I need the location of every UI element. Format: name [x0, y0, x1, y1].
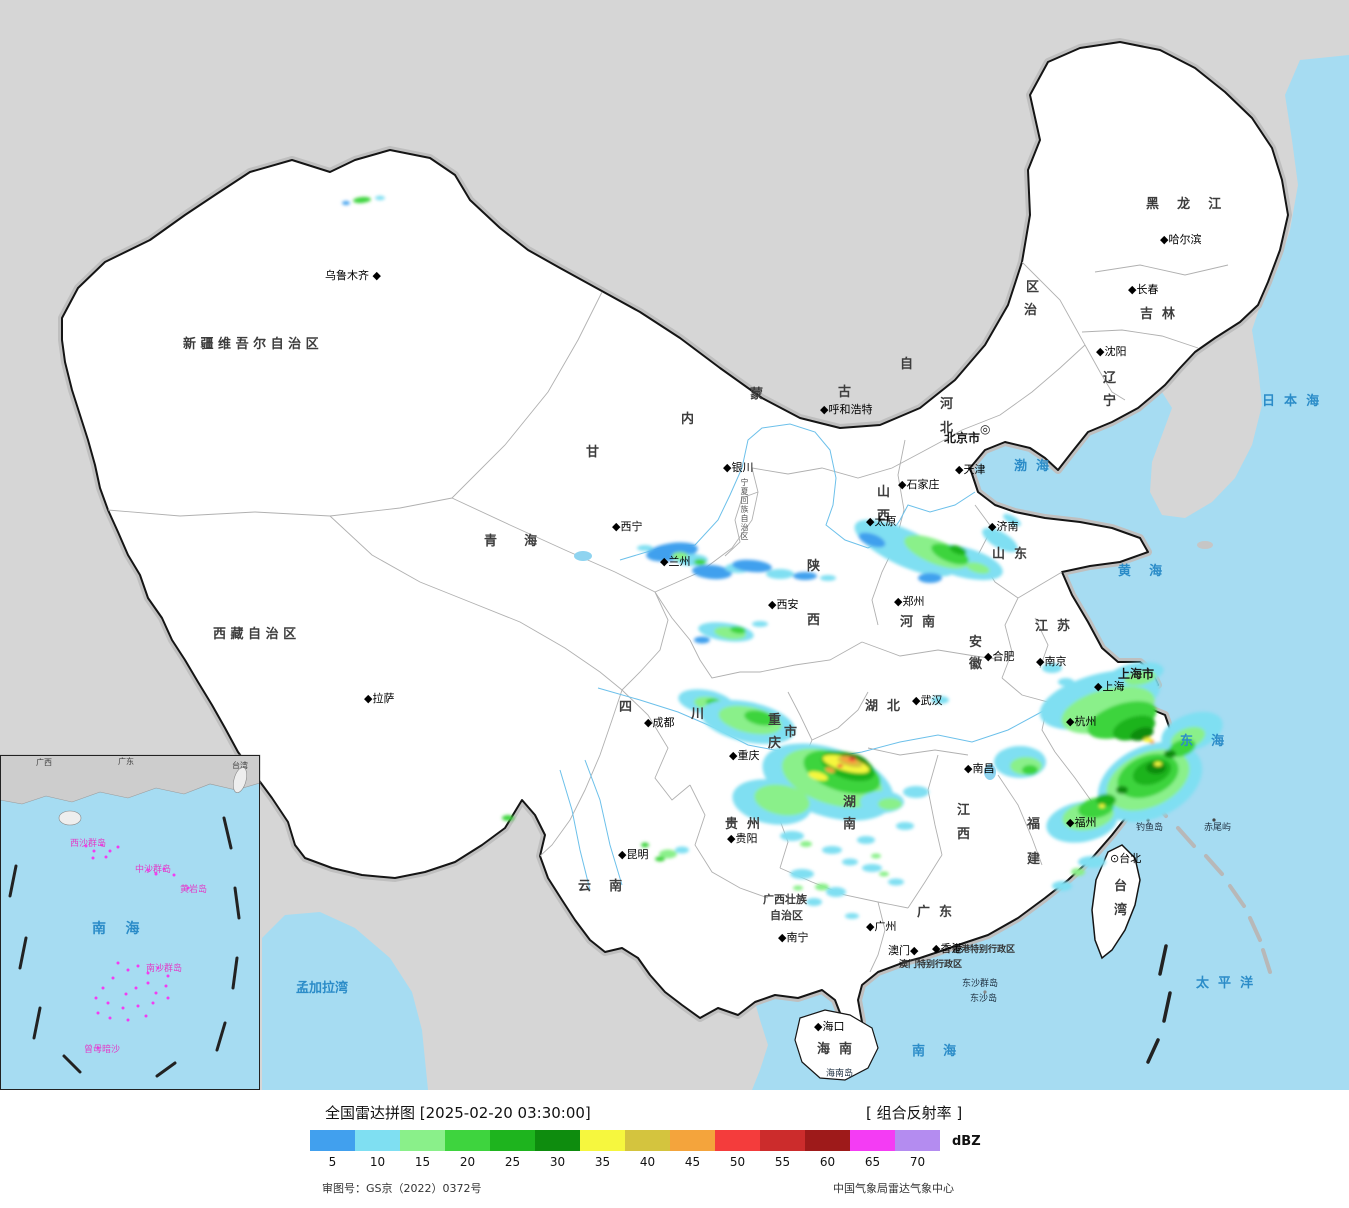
legend-panel: 全国雷达拼图 [2025-02-20 03:30:00] [ 组合反射率 ] 5… — [0, 1090, 1349, 1208]
legend-swatch — [760, 1130, 805, 1151]
legend-cell: 45 — [670, 1130, 715, 1169]
legend-tick-label: 15 — [414, 1155, 431, 1169]
boundary-dashes — [1146, 944, 1172, 1064]
legend-tick-label: 70 — [909, 1155, 926, 1169]
inset-map — [0, 754, 261, 1090]
hainan-island — [794, 1009, 879, 1081]
dbz-unit-label: dBZ — [952, 1134, 981, 1149]
jeju-island — [1197, 541, 1213, 549]
product-label: [ 组合反射率 ] — [866, 1104, 963, 1122]
inset-border — [0, 755, 260, 1090]
inset-land — [0, 754, 261, 805]
map-approval-number: 审图号：GS京（2022）0372号 — [322, 1182, 482, 1195]
legend-cell: 15 — [400, 1130, 445, 1169]
legend-tick-label: 35 — [594, 1155, 611, 1169]
inset-island-specks — [84, 843, 190, 1050]
legend-swatch — [535, 1130, 580, 1151]
legend-swatch — [625, 1130, 670, 1151]
chiwei-dot — [1212, 818, 1216, 822]
legend-tick-label: 20 — [459, 1155, 476, 1169]
credit-label: 中国气象局雷达气象中心 — [833, 1182, 954, 1195]
legend-swatch — [715, 1130, 760, 1151]
radar-map-svg — [0, 0, 1349, 1090]
legend-swatch — [895, 1130, 940, 1151]
legend-cell: 50 — [715, 1130, 760, 1169]
legend-cell: 35 — [580, 1130, 625, 1169]
mosaic-title: 全国雷达拼图 [2025-02-20 03:30:00] — [325, 1104, 591, 1122]
legend-swatch — [805, 1130, 850, 1151]
legend-tick-label: 5 — [328, 1155, 337, 1169]
inset-boundary-dashes — [8, 816, 241, 1078]
color-scale-bar: 5 10 15 20 25 30 35 40 — [310, 1130, 940, 1169]
legend-swatch — [490, 1130, 535, 1151]
legend-cell: 60 — [805, 1130, 850, 1169]
taiwan-island — [1091, 844, 1141, 960]
legend-swatch — [670, 1130, 715, 1151]
legend-tick-label: 40 — [639, 1155, 656, 1169]
legend-cell: 10 — [355, 1130, 400, 1169]
legend-cell: 25 — [490, 1130, 535, 1169]
legend-swatch — [580, 1130, 625, 1151]
islands — [794, 541, 1272, 1081]
bay-of-bengal — [262, 912, 428, 1090]
legend-tick-label: 55 — [774, 1155, 791, 1169]
legend-tick-label: 60 — [819, 1155, 836, 1169]
legend-tick-label: 45 — [684, 1155, 701, 1169]
legend-tick-label: 30 — [549, 1155, 566, 1169]
legend-cell: 5 — [310, 1130, 355, 1169]
legend-cell: 65 — [850, 1130, 895, 1169]
legend-tick-label: 25 — [504, 1155, 521, 1169]
sea-regions — [262, 55, 1349, 1090]
legend-tick-label: 10 — [369, 1155, 386, 1169]
legend-swatch — [355, 1130, 400, 1151]
inset-taiwan — [232, 767, 248, 793]
legend-tick-label: 65 — [864, 1155, 881, 1169]
legend-swatch — [400, 1130, 445, 1151]
legend-swatch — [445, 1130, 490, 1151]
legend-cell: 55 — [760, 1130, 805, 1169]
inset-hainan — [58, 810, 82, 826]
legend-cell: 70 — [895, 1130, 940, 1169]
legend-cell: 30 — [535, 1130, 580, 1169]
radar-echoes — [342, 195, 1223, 919]
dongsha-dot — [983, 990, 987, 994]
legend-swatch — [310, 1130, 355, 1151]
legend-cell: 20 — [445, 1130, 490, 1169]
legend-tick-label: 50 — [729, 1155, 746, 1169]
legend-swatch — [850, 1130, 895, 1151]
map-canvas: 新 疆 维 吾 尔 自 治 区西 藏 自 治 区青 海甘内蒙古自治区黑 龙 江吉… — [0, 0, 1349, 1090]
legend-cell: 40 — [625, 1130, 670, 1169]
